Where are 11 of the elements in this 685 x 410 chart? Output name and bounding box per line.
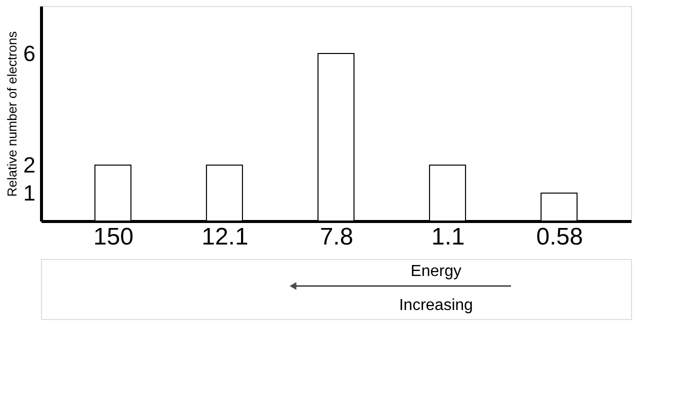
y-axis-title: Relative number of electrons (4, 30, 20, 197)
x-tick-label: 0.58 (536, 224, 583, 250)
y-tick-label: 2 (23, 152, 36, 178)
x-tick-label: 1.1 (431, 224, 465, 250)
text: Increasing (399, 297, 473, 314)
x-tick-label: 12.1 (202, 224, 248, 250)
x-tick-label: 150 (93, 224, 134, 250)
y-tick-label: 6 (23, 40, 36, 66)
x-tick-label: 7.8 (320, 224, 354, 250)
text: Energy (410, 263, 462, 280)
y-tick-label: 1 (23, 180, 36, 206)
